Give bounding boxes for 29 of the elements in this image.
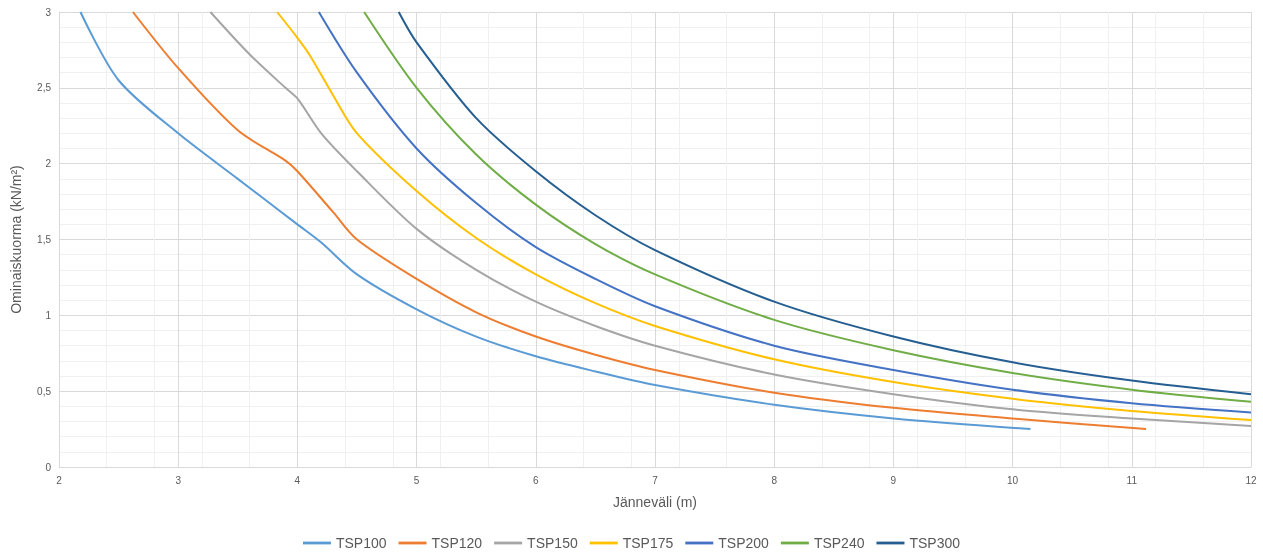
legend-label: TSP300 [909, 535, 961, 551]
x-tick-label: 5 [413, 474, 420, 486]
x-axis-title: Jänneväli (m) [612, 494, 698, 510]
y-tick-label: 2 [45, 158, 52, 170]
y-tick-label: 0 [45, 461, 52, 473]
line-series [79, 11, 1032, 431]
x-tick-label: 2 [56, 474, 63, 486]
x-tick-label: 8 [771, 474, 778, 486]
x-tick-label: 9 [890, 474, 897, 486]
x-tick-label: 11 [1126, 474, 1138, 486]
legend-label: TSP100 [335, 535, 387, 551]
y-tick-label: 1 [45, 309, 52, 321]
legend-label: TSP200 [718, 535, 770, 551]
legend-label: TSP120 [431, 535, 483, 551]
legend-label: TSP240 [813, 535, 865, 551]
y-tick-label: 0,5 [37, 385, 52, 397]
x-tick-label: 3 [175, 474, 182, 486]
x-tick-label: 4 [294, 474, 301, 486]
y-tick-label: 2,5 [37, 82, 52, 94]
x-tick-label: 6 [533, 474, 540, 486]
legend-label: TSP150 [527, 535, 578, 551]
y-axis-title: Ominaiskuorma (kN/m²) [8, 165, 24, 314]
x-tick-label: 12 [1245, 474, 1257, 486]
line-series [131, 11, 1148, 431]
y-tick-label: 1,5 [37, 234, 52, 245]
x-tick-label: 7 [652, 474, 659, 486]
x-tick-label: 10 [1007, 474, 1019, 486]
y-tick-label: 3 [45, 6, 52, 18]
legend-label: TSP175 [622, 535, 674, 551]
